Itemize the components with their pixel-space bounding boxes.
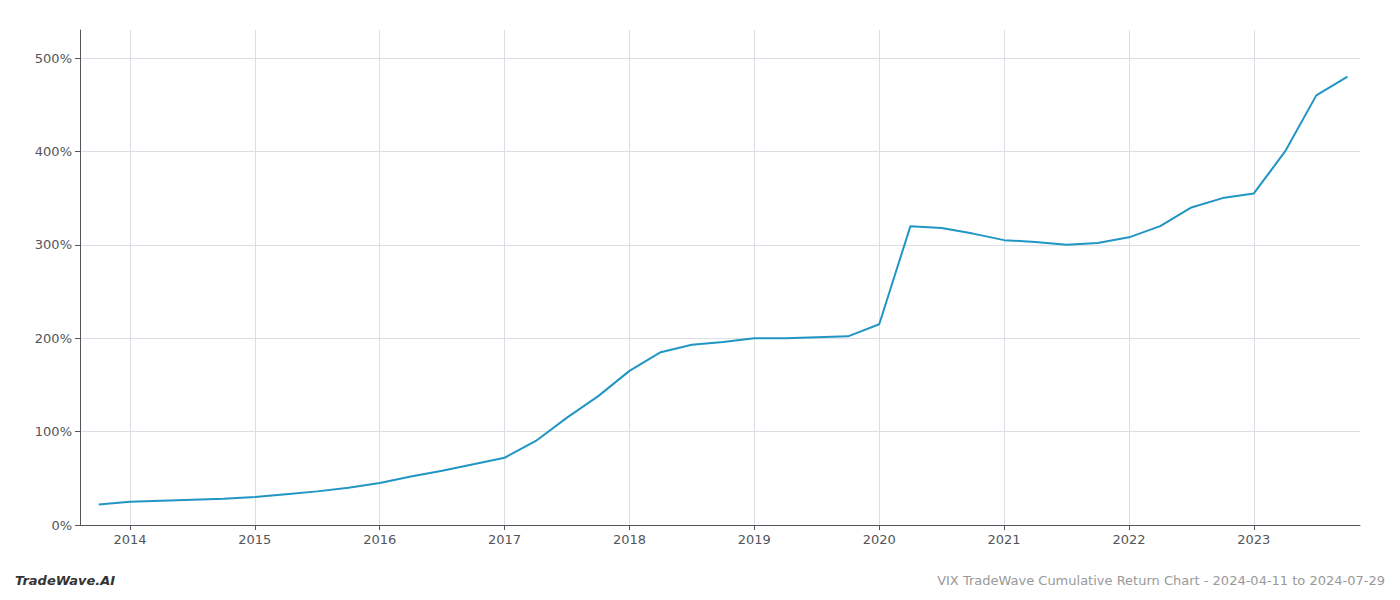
svg-text:2021: 2021 [988,532,1021,547]
svg-text:2017: 2017 [488,532,521,547]
svg-text:200%: 200% [35,331,72,346]
svg-text:300%: 300% [35,237,72,252]
svg-text:2022: 2022 [1112,532,1145,547]
svg-text:2015: 2015 [238,532,271,547]
svg-text:2023: 2023 [1237,532,1270,547]
svg-text:2018: 2018 [613,532,646,547]
svg-text:2014: 2014 [113,532,146,547]
svg-text:2019: 2019 [738,532,771,547]
svg-text:500%: 500% [35,51,72,66]
svg-text:TradeWave.AI: TradeWave.AI [15,573,115,588]
svg-text:100%: 100% [35,424,72,439]
svg-text:VIX TradeWave Cumulative Retur: VIX TradeWave Cumulative Return Chart - … [937,573,1385,588]
svg-text:2016: 2016 [363,532,396,547]
svg-text:400%: 400% [35,144,72,159]
svg-text:2020: 2020 [863,532,896,547]
svg-text:0%: 0% [51,518,72,533]
